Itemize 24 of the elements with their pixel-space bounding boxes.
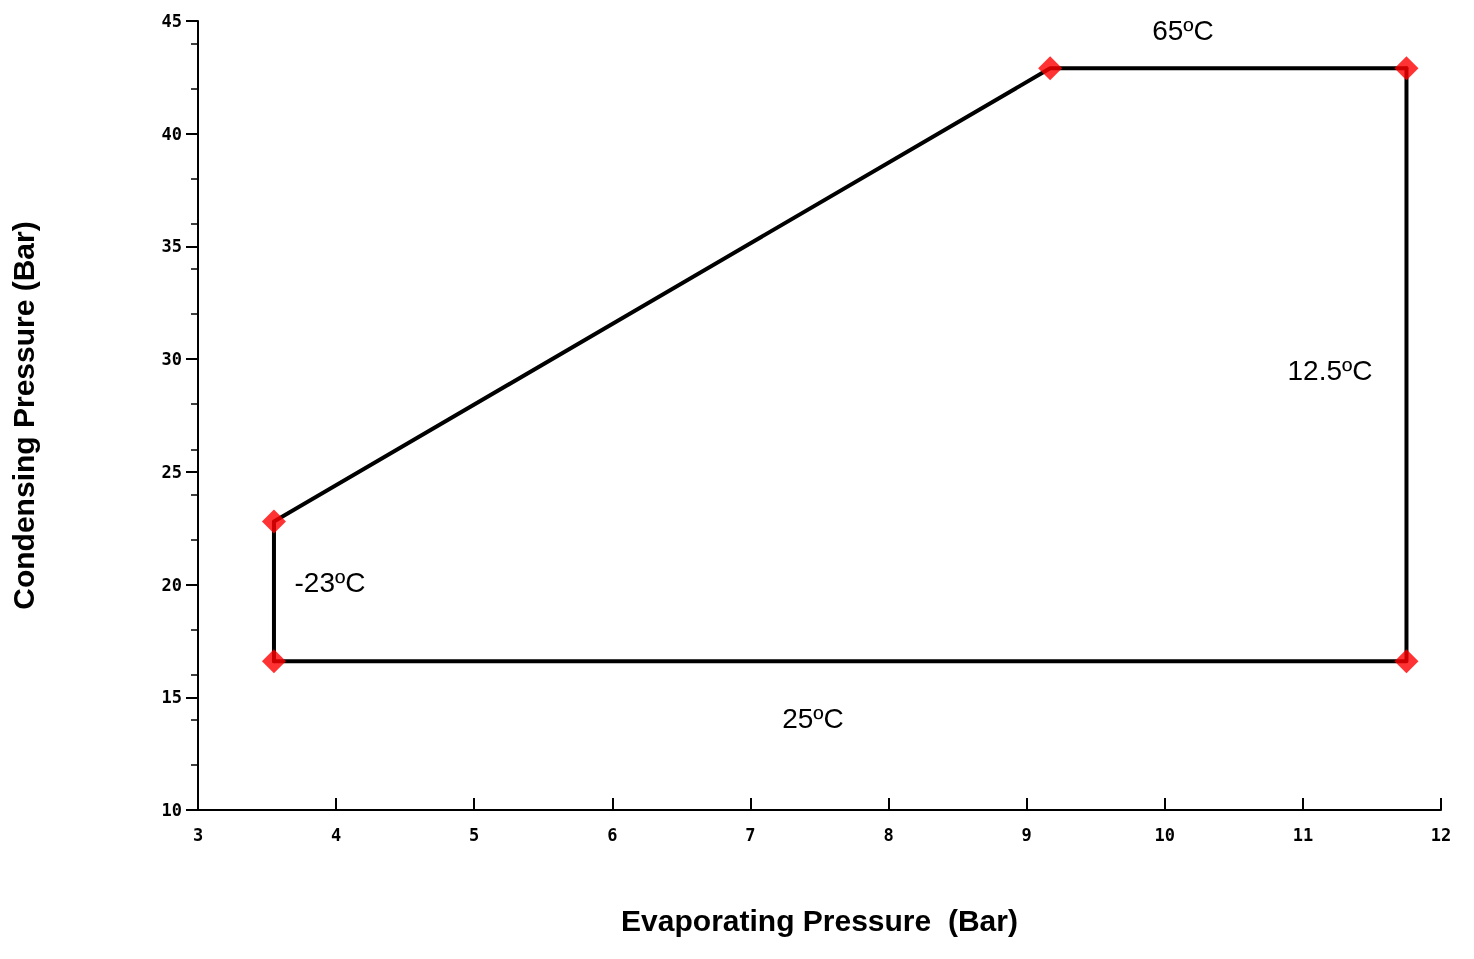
x-tick-label: 6	[607, 824, 618, 845]
y-tick-label: 20	[161, 574, 182, 595]
x-tick-label: 12	[1430, 824, 1452, 845]
x-tick-label: 3	[192, 824, 204, 845]
annotation: 65ºC	[1152, 14, 1214, 46]
x-tick-label: 9	[1021, 824, 1032, 845]
x-tick-label: 7	[745, 824, 756, 845]
y-tick-label: 40	[161, 123, 182, 144]
x-tick-label: 8	[883, 824, 894, 845]
y-tick-label: 25	[161, 461, 182, 482]
x-tick-label: 5	[469, 824, 480, 845]
y-tick-label: 35	[161, 236, 182, 257]
annotation: 25ºC	[782, 702, 844, 734]
y-tick-label: 30	[161, 349, 182, 370]
x-tick-label: 10	[1154, 824, 1176, 845]
x-axis-title: Evaporating Pressure (Bar)	[621, 903, 1018, 937]
x-tick-label: 4	[330, 824, 342, 845]
x-tick-label: 11	[1292, 824, 1314, 845]
y-tick-label: 45	[161, 11, 182, 31]
annotation: -23ºC	[294, 566, 366, 598]
y-axis-title: Condensing Pressure (Bar)	[6, 221, 40, 610]
y-tick-label: 15	[161, 687, 182, 708]
annotation: 12.5ºC	[1287, 354, 1373, 386]
y-tick-label: 10	[161, 800, 182, 820]
